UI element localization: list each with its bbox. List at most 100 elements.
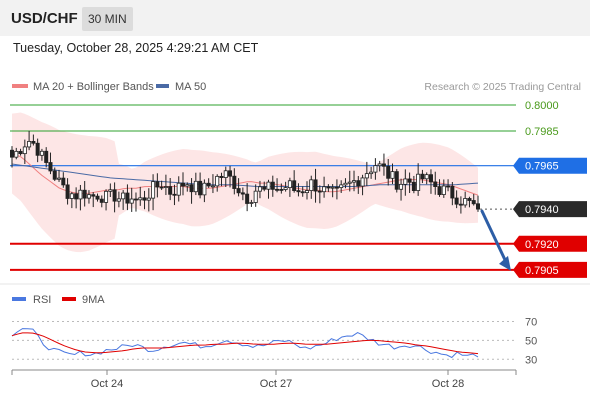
candle-body bbox=[450, 185, 455, 199]
level-tag-bg bbox=[513, 235, 587, 252]
candle bbox=[475, 195, 480, 212]
level-tag-bg bbox=[513, 157, 587, 174]
candle-body bbox=[471, 200, 476, 205]
level-tag-bg bbox=[513, 201, 587, 218]
candle bbox=[467, 196, 472, 208]
candle-body bbox=[424, 174, 429, 180]
level-tag-0-7920: 0.7920 bbox=[513, 235, 587, 252]
timeframe-button[interactable]: 30 MIN bbox=[82, 7, 133, 31]
candle-body bbox=[394, 171, 399, 190]
time-tick-label: Oct 28 bbox=[432, 378, 464, 390]
candle bbox=[176, 176, 181, 202]
candle bbox=[104, 189, 109, 211]
candle-body bbox=[78, 189, 83, 200]
candle bbox=[189, 178, 194, 204]
level-tag-text: 0.7920 bbox=[525, 239, 559, 251]
candle bbox=[95, 193, 100, 202]
candle bbox=[458, 196, 463, 214]
rsi-tick-50: 50 bbox=[525, 335, 537, 347]
candle-body bbox=[172, 193, 177, 196]
candle-body bbox=[108, 189, 113, 192]
candle bbox=[112, 182, 117, 213]
candle-body bbox=[112, 189, 117, 202]
arrow-head bbox=[499, 255, 511, 271]
candle-body bbox=[219, 175, 224, 178]
candle-body bbox=[223, 170, 228, 178]
candle-body bbox=[249, 202, 254, 204]
candle bbox=[322, 176, 327, 198]
candle bbox=[390, 163, 395, 185]
rsi-ma-legend-label: 9MA bbox=[82, 294, 105, 306]
candle-body bbox=[377, 163, 382, 167]
candle-body bbox=[454, 197, 459, 205]
candle bbox=[52, 167, 57, 182]
candle bbox=[257, 180, 262, 199]
candle-body bbox=[104, 190, 109, 203]
candle bbox=[249, 199, 254, 207]
candle bbox=[125, 184, 130, 211]
candle bbox=[394, 168, 399, 193]
candle bbox=[420, 169, 425, 184]
candle bbox=[386, 159, 391, 186]
candle bbox=[403, 169, 408, 196]
candle-body bbox=[352, 180, 357, 183]
candle-body bbox=[57, 177, 62, 180]
candle-body bbox=[433, 181, 438, 187]
candle-body bbox=[475, 203, 480, 210]
candle-body bbox=[14, 150, 19, 158]
candle-body bbox=[300, 191, 305, 194]
candle-body bbox=[65, 184, 70, 199]
candle bbox=[74, 187, 79, 209]
candle-body bbox=[39, 150, 44, 156]
candle bbox=[138, 186, 143, 206]
time-tick-label: Oct 24 bbox=[91, 378, 123, 390]
candle-body bbox=[91, 194, 96, 197]
candle-body bbox=[176, 182, 181, 196]
candle-body bbox=[193, 180, 198, 193]
candle bbox=[91, 192, 96, 208]
candle-body bbox=[403, 178, 408, 185]
candle-body bbox=[253, 190, 258, 203]
candle bbox=[407, 172, 412, 194]
candle-body bbox=[343, 182, 348, 186]
candle bbox=[185, 182, 190, 192]
candle-body bbox=[386, 165, 391, 179]
candle bbox=[236, 178, 241, 197]
candle bbox=[35, 138, 40, 163]
candle bbox=[300, 186, 305, 197]
candle-body bbox=[48, 162, 53, 172]
candle bbox=[18, 148, 23, 156]
candle bbox=[450, 182, 455, 206]
candle-body bbox=[202, 182, 207, 196]
candle-body bbox=[189, 184, 194, 193]
level-tag-0-7940: 0.7940 bbox=[513, 201, 587, 218]
candle bbox=[155, 173, 160, 198]
timestamp: Tuesday, October 28, 2025 4:29:21 AM CET bbox=[13, 41, 259, 55]
candle-body bbox=[364, 173, 369, 179]
candle bbox=[172, 184, 177, 206]
candle-body bbox=[210, 185, 215, 188]
candle-body bbox=[270, 181, 275, 190]
candle bbox=[215, 174, 220, 192]
level-label-0-7985: 0.7985 bbox=[525, 126, 559, 138]
candle-body bbox=[463, 198, 468, 206]
candle-body bbox=[428, 174, 433, 183]
candle-body bbox=[168, 186, 173, 195]
candle-body bbox=[296, 190, 301, 193]
candle bbox=[352, 170, 357, 192]
candle bbox=[416, 163, 421, 196]
candle-body bbox=[61, 177, 66, 186]
ma50-legend-swatch bbox=[156, 84, 169, 88]
candle bbox=[146, 188, 151, 212]
candle bbox=[151, 174, 156, 211]
candle-body bbox=[304, 190, 309, 194]
candle-body bbox=[232, 175, 237, 189]
candle bbox=[14, 147, 19, 160]
candle-body bbox=[416, 173, 421, 191]
candle bbox=[78, 184, 83, 211]
candle-body bbox=[52, 170, 57, 180]
candle bbox=[330, 184, 335, 198]
candle bbox=[232, 168, 237, 195]
candle bbox=[69, 191, 74, 209]
